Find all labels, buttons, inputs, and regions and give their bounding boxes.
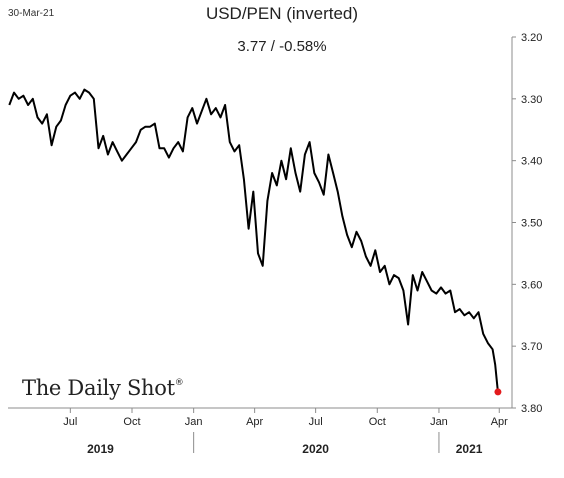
y-axis: 3.20 3.30 3.40 3.50 3.60 3.70 3.80	[511, 32, 542, 415]
y-tick-label: 3.50	[521, 218, 542, 230]
y-tick-label: 3.20	[521, 32, 542, 44]
usd-pen-line	[8, 88, 499, 392]
x-tick-label: Jan	[430, 416, 448, 428]
x-tick-label: Oct	[369, 416, 386, 428]
y-tick-label: 3.70	[521, 341, 542, 353]
year-label: 2019	[87, 442, 114, 456]
x-tick-label: Apr	[246, 416, 263, 428]
chart-title: USD/PEN (inverted)	[205, 4, 359, 23]
chart-subtitle: 3.77 / -0.58%	[237, 38, 327, 55]
date-label: 30-Mar-21	[8, 8, 55, 19]
x-tick-label: Jul	[63, 416, 77, 428]
daily-shot-logo: The Daily Shot®	[22, 376, 184, 400]
x-tick-label: Jan	[185, 416, 203, 428]
x-axis: Jul Oct Jan Apr Jul Oct Jan Apr 2019 2020 2021	[8, 407, 512, 456]
last-value-marker	[494, 388, 502, 396]
year-label: 2021	[456, 442, 483, 456]
series-line	[8, 88, 502, 396]
y-tick-label: 3.60	[521, 279, 542, 291]
y-tick-label: 3.40	[521, 156, 542, 168]
x-tick-label: Oct	[123, 416, 140, 428]
y-tick-label: 3.80	[521, 403, 542, 415]
x-tick-label: Apr	[491, 416, 508, 428]
y-tick-label: 3.30	[521, 94, 542, 106]
registered-mark: ®	[174, 378, 184, 388]
year-label: 2020	[302, 442, 329, 456]
logo-text: The Daily Shot	[22, 376, 175, 400]
x-tick-label: Jul	[309, 416, 323, 428]
